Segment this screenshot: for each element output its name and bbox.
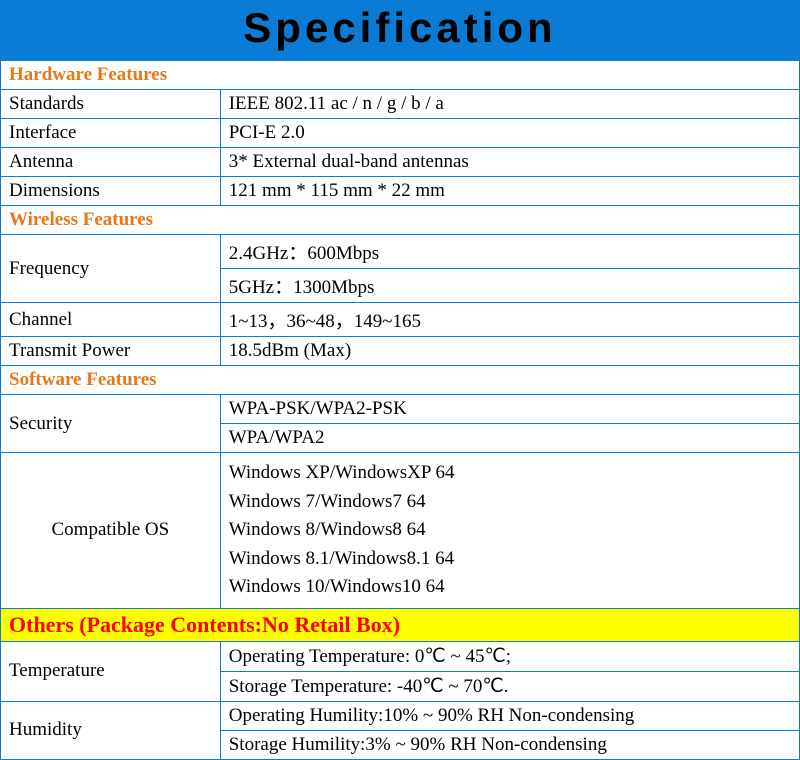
spec-title: Specification (0, 0, 800, 60)
row-value: WPA-PSK/WPA2-PSK (220, 395, 799, 424)
row-value: 5GHz：1300Mbps (220, 269, 799, 303)
row-label: Temperature (1, 641, 221, 701)
row-value: Storage Temperature: -40℃ ~ 70℃. (220, 671, 799, 701)
row-value: 121 mm * 115 mm * 22 mm (220, 177, 799, 206)
table-row: Standards IEEE 802.11 ac / n / g / b / a (1, 90, 800, 119)
row-label: Humidity (1, 701, 221, 759)
row-value: IEEE 802.11 ac / n / g / b / a (220, 90, 799, 119)
table-row: Security WPA-PSK/WPA2-PSK (1, 395, 800, 424)
row-value: Operating Temperature: 0℃ ~ 45℃; (220, 641, 799, 671)
row-label: Security (1, 395, 221, 453)
row-label-compatible-os: Compatible OS (1, 453, 221, 609)
table-row: Humidity Operating Humility:10% ~ 90% RH… (1, 701, 800, 730)
row-value: 1~13，36~48，149~165 (220, 303, 799, 337)
row-value: 18.5dBm (Max) (220, 337, 799, 366)
row-value: 3* External dual-band antennas (220, 148, 799, 177)
table-row: Antenna 3* External dual-band antennas (1, 148, 800, 177)
section-header-hardware: Hardware Features (1, 61, 800, 90)
spec-table: Hardware Features Standards IEEE 802.11 … (0, 60, 800, 760)
row-label: Frequency (1, 235, 221, 303)
row-label: Channel (1, 303, 221, 337)
table-row: Transmit Power 18.5dBm (Max) (1, 337, 800, 366)
row-label: Interface (1, 119, 221, 148)
table-row: Compatible OS Windows XP/WindowsXP 64Win… (1, 453, 800, 609)
table-row: Interface PCI-E 2.0 (1, 119, 800, 148)
row-label: Dimensions (1, 177, 221, 206)
row-value: 2.4GHz：600Mbps (220, 235, 799, 269)
table-row: Frequency 2.4GHz：600Mbps (1, 235, 800, 269)
section-header-software: Software Features (1, 366, 800, 395)
row-label: Standards (1, 90, 221, 119)
table-row: Channel 1~13，36~48，149~165 (1, 303, 800, 337)
row-value: Storage Humility:3% ~ 90% RH Non-condens… (220, 730, 799, 759)
row-value: PCI-E 2.0 (220, 119, 799, 148)
row-value: WPA/WPA2 (220, 424, 799, 453)
row-label: Antenna (1, 148, 221, 177)
table-row: Temperature Operating Temperature: 0℃ ~ … (1, 641, 800, 671)
section-header-others: Others (Package Contents:No Retail Box) (1, 608, 800, 641)
table-row: Dimensions 121 mm * 115 mm * 22 mm (1, 177, 800, 206)
row-value: Operating Humility:10% ~ 90% RH Non-cond… (220, 701, 799, 730)
section-header-wireless: Wireless Features (1, 206, 800, 235)
row-value-compatible-os: Windows XP/WindowsXP 64Windows 7/Windows… (220, 453, 799, 609)
row-label: Transmit Power (1, 337, 221, 366)
